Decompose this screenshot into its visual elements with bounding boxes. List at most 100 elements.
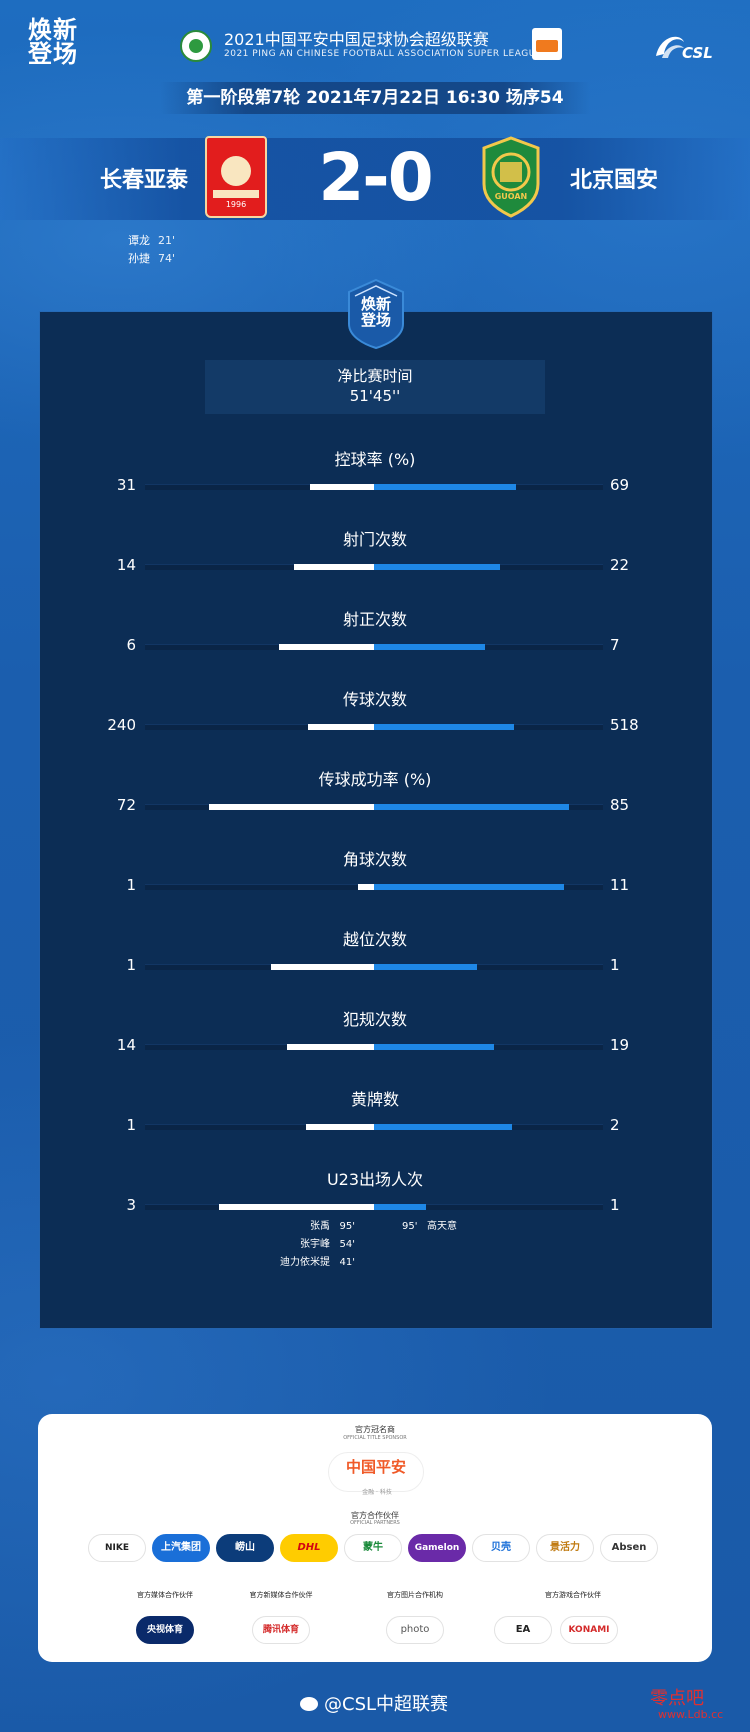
stat-away-bar	[374, 884, 564, 890]
home-crest-band	[213, 190, 259, 198]
partner-logo-jinghuoli[interactable]: 景活力	[536, 1534, 594, 1562]
game-logo-text: EA	[515, 1624, 531, 1635]
partner-logo-text: Gamelon	[414, 1543, 460, 1553]
partner-logo-dhl[interactable]: DHL	[280, 1534, 338, 1562]
media-logo-text: 央视体育	[146, 1625, 183, 1635]
u23-player-name: 迪力依米提	[279, 1257, 330, 1268]
u23-player-name: 张宇峰	[299, 1239, 330, 1250]
weibo-icon	[300, 1697, 318, 1711]
partner-logo-text: Absen	[611, 1542, 647, 1553]
panel-badge: 焕新 登场	[345, 278, 407, 350]
stat-label: 传球次数	[342, 690, 407, 709]
stat-away-bar	[374, 484, 516, 490]
weibo-handle[interactable]: @CSL中超联赛	[300, 1690, 448, 1716]
partner-logo-text: NIKE	[104, 1543, 129, 1553]
u23-home-players: 张禹 95' 张宇峰 54' 迪力依米提 41'	[260, 1218, 355, 1272]
scorer-name: 孙捷	[128, 252, 150, 265]
partner-logo-absen[interactable]: Absen	[600, 1534, 658, 1562]
media-logo-photo[interactable]: photo	[386, 1616, 444, 1644]
stat-home-bar	[310, 484, 374, 490]
media-logo-tencent[interactable]: 腾讯体育	[252, 1616, 310, 1644]
stat-away-value: 1	[610, 956, 620, 974]
away-crest-text: GUOAN	[494, 192, 528, 201]
net-time-box: 净比赛时间 51'45''	[205, 360, 545, 414]
league-subtitle: 2021 PING AN CHINESE FOOTBALL ASSOCIATIO…	[224, 49, 542, 59]
stat-home-value: 1	[126, 956, 136, 974]
game-logo-ea[interactable]: EA	[494, 1616, 552, 1644]
partner-logo-text: 蒙牛	[363, 1542, 383, 1553]
u23-player-minute: 41'	[339, 1257, 355, 1268]
partner-logo-laoshan[interactable]: 崂山	[216, 1534, 274, 1562]
stat-label: 角球次数	[342, 850, 407, 869]
season-logo: 焕新 登场	[28, 15, 78, 68]
stat-home-bar	[209, 804, 374, 810]
game-logo-konami[interactable]: KONAMI	[560, 1616, 618, 1644]
stat-home-bar	[308, 724, 374, 730]
pingan-logo-tag: 金融 · 科技	[362, 1489, 392, 1496]
net-time-label: 净比赛时间	[337, 367, 413, 385]
partner-logo-gamelon[interactable]: Gamelon	[408, 1534, 466, 1562]
stat-away-bar	[374, 964, 477, 970]
guoan-crest-icon	[482, 136, 540, 218]
stat-away-bar	[374, 644, 485, 650]
csl-text: CSL	[682, 44, 713, 62]
stat-away-value: 22	[610, 556, 630, 574]
match-info: 第一阶段第7轮 2021年7月22日 16:30 场序54	[160, 82, 590, 114]
stat-away-bar	[374, 804, 569, 810]
stat-label: 黄牌数	[350, 1090, 399, 1109]
league-header: 2021中国平安中国足球协会超级联赛 2021 PING AN CHINESE …	[180, 24, 580, 70]
stat-home-bar	[287, 1044, 374, 1050]
stat-home-value: 3	[126, 1196, 136, 1214]
stat-home-value: 1	[126, 876, 136, 894]
category-newmedia-label: 官方新媒体合作伙伴	[249, 1591, 313, 1599]
category-media-label: 官方媒体合作伙伴	[137, 1591, 193, 1599]
partner-logo-text: DHL	[297, 1542, 321, 1553]
sponsor-box: 官方冠名商 OFFICIAL TITLE SPONSOR 中国平安 金融 · 科…	[38, 1414, 712, 1662]
away-team-name: 北京国安	[570, 168, 659, 193]
stat-away-value: 518	[610, 716, 639, 734]
stat-home-bar	[271, 964, 374, 970]
stat-home-bar	[279, 644, 374, 650]
stat-away-bar	[374, 724, 514, 730]
stat-home-bar	[306, 1124, 374, 1130]
scorer-name: 谭龙	[128, 234, 150, 247]
csl-logo: CSL	[650, 22, 730, 68]
partner-logo-nike[interactable]: NIKE	[88, 1534, 146, 1562]
stat-label: 射门次数	[342, 530, 407, 549]
pingan-badge-icon	[532, 28, 562, 60]
stat-home-value: 72	[116, 796, 136, 814]
u23-player-row: 迪力依米提 41'	[260, 1254, 355, 1272]
home-crest-year: 1996	[225, 200, 247, 209]
watermark-url: www.Ldb.cc	[658, 1708, 724, 1721]
partner-logo-mengniu[interactable]: 蒙牛	[344, 1534, 402, 1562]
stat-home-value: 14	[116, 556, 136, 574]
away-team-crest: GUOAN	[478, 136, 544, 218]
pingan-logo[interactable]: 中国平安 金融 · 科技	[328, 1452, 424, 1496]
match-score: 2-0	[318, 139, 433, 216]
panel-badge-shield-icon	[348, 278, 404, 350]
partners-sublabel: OFFICIAL PARTNERS	[350, 1520, 400, 1526]
weibo-handle-text: @CSL中超联赛	[324, 1694, 449, 1715]
league-title: 2021中国平安中国足球协会超级联赛	[224, 30, 489, 49]
stat-label: 控球率 (%)	[334, 450, 416, 469]
title-sponsor-sublabel: OFFICIAL TITLE SPONSOR	[343, 1435, 407, 1441]
cfa-badge-icon	[180, 30, 212, 62]
u23-player-row: 张禹 95'	[260, 1218, 355, 1236]
scorer-row: 孙捷 74'	[128, 250, 175, 268]
scorer-minute: 74'	[158, 252, 176, 265]
pingan-logo-text: 中国平安	[345, 1458, 406, 1476]
scorer-row: 谭龙 21'	[128, 232, 175, 250]
media-logo-cctv[interactable]: 央视体育	[136, 1616, 194, 1644]
stat-away-value: 2	[610, 1116, 620, 1134]
partner-logo-saic[interactable]: 上汽集团	[152, 1534, 210, 1562]
stat-label: U23出场人次	[326, 1170, 424, 1189]
stat-home-bar	[358, 884, 374, 890]
stat-home-value: 1	[126, 1116, 136, 1134]
stat-away-value: 7	[610, 636, 620, 654]
partner-logo-beike[interactable]: 贝壳	[472, 1534, 530, 1562]
home-scorers: 谭龙 21' 孙捷 74'	[128, 232, 175, 268]
partners-label: 官方合作伙伴	[351, 1511, 399, 1520]
u23-player-minute: 95'	[339, 1221, 355, 1232]
stats-panel	[40, 312, 712, 1328]
partner-logo-text: 景活力	[550, 1542, 580, 1553]
